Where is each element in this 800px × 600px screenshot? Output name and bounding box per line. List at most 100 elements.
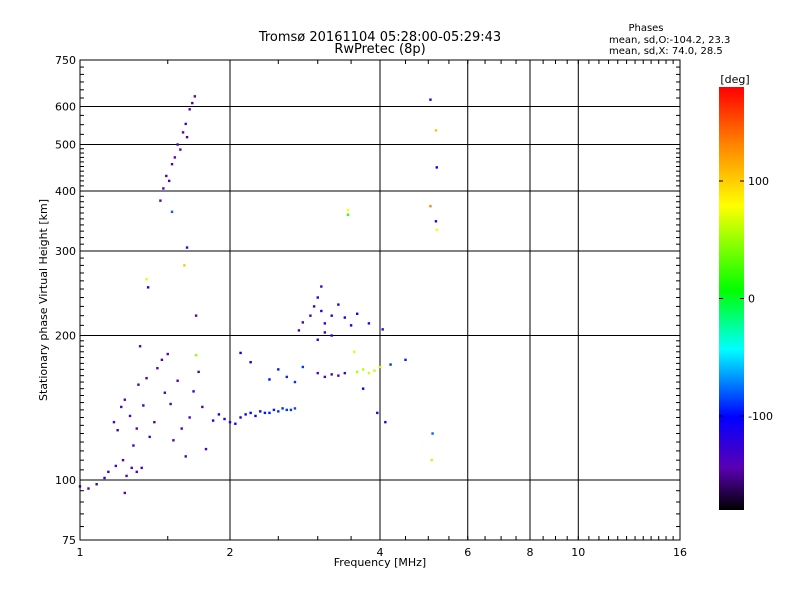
data-point: [112, 420, 116, 424]
data-point: [268, 378, 271, 381]
data-point: [107, 470, 110, 474]
data-point: [188, 108, 191, 111]
data-point: [343, 371, 347, 375]
data-point: [435, 166, 438, 169]
data-point: [281, 407, 284, 410]
data-point: [193, 95, 197, 98]
data-point: [429, 98, 432, 101]
y-tick-label: 75: [62, 534, 76, 547]
data-point: [378, 365, 382, 369]
data-point: [145, 278, 148, 281]
data-point: [367, 371, 371, 375]
colorbar-label: [deg]: [720, 73, 749, 86]
data-point: [162, 187, 165, 190]
data-point: [184, 122, 187, 126]
data-point: [176, 143, 179, 146]
data-point: [188, 416, 191, 419]
data-point: [323, 322, 327, 325]
data-point: [323, 375, 327, 379]
data-point: [176, 379, 179, 382]
data-point: [293, 407, 297, 410]
y-tick-label: 300: [55, 245, 76, 258]
data-point: [349, 324, 353, 327]
data-point: [217, 413, 221, 416]
data-point: [435, 228, 438, 232]
y-axis-label: Stationary phase Virtual Height [km]: [37, 199, 50, 401]
data-point: [367, 322, 371, 325]
data-point: [170, 210, 174, 214]
data-point: [192, 390, 195, 393]
data-point: [135, 427, 138, 430]
y-tick-label: 600: [55, 101, 76, 114]
data-point: [337, 374, 340, 377]
data-point: [169, 402, 172, 406]
data-point: [156, 366, 159, 370]
x-tick-label: 1: [77, 546, 84, 559]
data-point: [268, 411, 271, 415]
data-point: [316, 296, 319, 299]
data-point: [434, 220, 438, 223]
data-point: [87, 487, 90, 490]
data-point: [346, 208, 350, 212]
x-tick-label: 10: [571, 546, 585, 559]
data-point: [376, 411, 379, 415]
data-points: [78, 95, 438, 495]
data-point: [142, 404, 145, 407]
data-point: [320, 309, 323, 313]
data-point: [180, 427, 183, 430]
data-point: [191, 101, 194, 105]
data-point: [239, 351, 242, 355]
y-tick-label: 500: [55, 139, 76, 152]
colorbar: [719, 87, 744, 510]
data-point: [263, 411, 267, 415]
x-tick-label: 6: [464, 546, 471, 559]
data-point: [103, 476, 106, 480]
data-point: [301, 321, 305, 324]
data-point: [239, 416, 242, 419]
data-point: [404, 358, 407, 362]
data-point: [352, 350, 356, 353]
data-point: [323, 331, 327, 334]
data-point: [285, 408, 288, 412]
colorbar-tick-label: 100: [748, 175, 769, 188]
data-point: [361, 387, 365, 390]
data-point: [194, 314, 198, 317]
x-tick-label: 4: [377, 546, 384, 559]
data-point: [121, 458, 125, 462]
data-point: [346, 213, 350, 216]
data-point: [140, 466, 143, 470]
data-point: [277, 368, 280, 371]
grid: [80, 60, 680, 540]
data-point: [361, 368, 365, 371]
data-point: [330, 334, 333, 337]
data-point: [244, 413, 247, 416]
data-point: [389, 363, 392, 366]
data-point: [163, 391, 167, 394]
data-point: [167, 179, 171, 183]
data-point: [316, 371, 319, 375]
y-axis-ticks: 75 100 200 300 400 500 600 750: [55, 54, 680, 547]
data-point: [430, 458, 433, 462]
data-point: [316, 338, 319, 341]
phases-o-stats: mean, sd,O:-104.2, 23.3: [609, 35, 730, 46]
data-point: [289, 408, 293, 412]
data-point: [301, 365, 305, 369]
colorbar-ticks: 100 0 -100: [719, 175, 773, 423]
x-axis-label: Frequency [MHz]: [334, 556, 426, 569]
data-point: [95, 483, 98, 486]
data-point: [204, 447, 208, 451]
data-point: [183, 264, 186, 267]
data-point: [373, 369, 376, 372]
data-point: [384, 420, 387, 424]
data-point: [165, 174, 168, 178]
data-point: [184, 455, 187, 458]
data-point: [272, 408, 276, 412]
data-point: [114, 464, 118, 468]
data-point: [249, 411, 252, 415]
data-point: [293, 380, 297, 384]
data-point: [123, 491, 126, 495]
data-point: [337, 303, 340, 306]
y-tick-label: 200: [55, 330, 76, 343]
data-point: [297, 329, 301, 332]
data-point: [381, 328, 384, 331]
